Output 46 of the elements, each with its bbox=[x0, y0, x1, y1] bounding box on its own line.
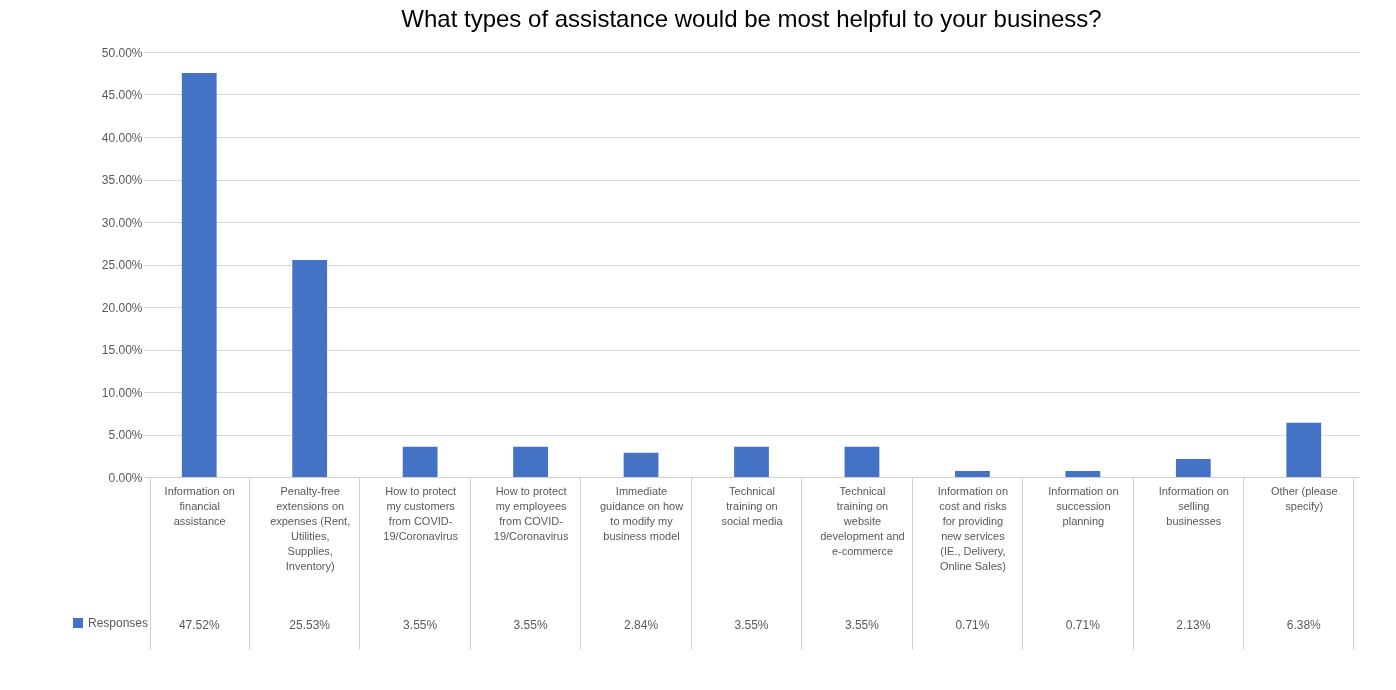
x-tick-label: Information on succession planning bbox=[1048, 484, 1119, 527]
bar bbox=[513, 446, 548, 477]
x-tick-label: Information on financial assistance bbox=[164, 484, 235, 527]
bar bbox=[1175, 458, 1211, 477]
x-tick-label: Technical training on social media bbox=[721, 484, 784, 527]
y-tick-label: 15.00% bbox=[101, 343, 143, 357]
bar bbox=[955, 470, 990, 477]
bar bbox=[1286, 422, 1322, 477]
data-label: 2.84% bbox=[624, 618, 659, 632]
data-label: 25.53% bbox=[289, 618, 331, 632]
x-tick-label: How to protect my employees from COVID-19/Coronavirus bbox=[493, 484, 569, 542]
bar bbox=[734, 446, 769, 477]
bar bbox=[623, 452, 659, 477]
data-label: 3.55% bbox=[844, 618, 880, 632]
legend-label: Responses bbox=[88, 616, 149, 630]
y-tick-label: 0.00% bbox=[108, 470, 143, 485]
y-tick-label: 40.00% bbox=[101, 130, 143, 145]
x-tick-label: Technical training on website development and e-commerce bbox=[820, 484, 905, 557]
y-tick-label: 10.00% bbox=[101, 385, 143, 400]
bar bbox=[402, 446, 438, 477]
x-tick-label: Immediate guidance on how to modify my business model bbox=[599, 484, 684, 542]
x-tick-label: Information on selling businesses bbox=[1158, 484, 1229, 527]
x-tick-label: How to protect my customers from COVID-19/Coronavirus bbox=[383, 484, 459, 542]
y-tick-label: 50.00% bbox=[101, 45, 143, 60]
data-label: 0.71% bbox=[1065, 618, 1101, 632]
x-tick-label: Information on cost and risks for providing new services (IE., Delivery, Online Sales) bbox=[937, 484, 1009, 572]
x-tick-label: Penalty-free extensions on expenses (Rent, Utilities, Supplies, Inventory) bbox=[270, 484, 351, 572]
y-tick-label: 20.00% bbox=[101, 300, 143, 315]
chart-title: What types of assistance would be most helpful to your business? bbox=[401, 5, 1102, 32]
bar bbox=[1065, 470, 1101, 477]
data-label: 0.71% bbox=[955, 618, 990, 632]
x-tick-label: Other (please specify) bbox=[1270, 484, 1338, 512]
data-label: 3.55% bbox=[513, 618, 548, 632]
data-label: 47.52% bbox=[178, 618, 220, 632]
data-label: 2.13% bbox=[1176, 618, 1211, 632]
y-tick-label: 35.00% bbox=[101, 173, 143, 187]
bar bbox=[292, 260, 328, 477]
data-label: 3.55% bbox=[734, 618, 769, 632]
data-label: 6.38% bbox=[1286, 618, 1322, 632]
y-tick-label: 25.00% bbox=[101, 258, 143, 272]
data-label: 3.55% bbox=[403, 618, 438, 632]
y-tick-label: 5.00% bbox=[108, 428, 143, 442]
bar bbox=[844, 446, 880, 477]
y-tick-label: 45.00% bbox=[101, 88, 143, 102]
y-tick-label: 30.00% bbox=[101, 215, 143, 230]
bar bbox=[181, 73, 217, 477]
